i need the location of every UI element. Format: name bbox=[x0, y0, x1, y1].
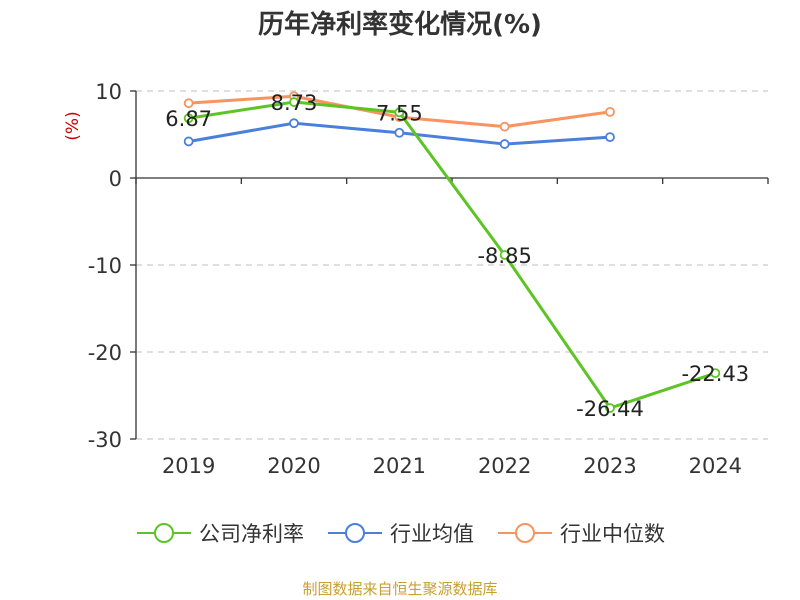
data-point bbox=[394, 107, 405, 118]
legend-label-industry-avg: 行业均值 bbox=[390, 522, 474, 546]
legend-item-company[interactable]: 公司净利率 bbox=[135, 518, 304, 548]
data-label: 8.73 bbox=[271, 91, 318, 115]
series-layer bbox=[183, 91, 721, 413]
data-point bbox=[605, 132, 615, 143]
legend-swatch-industry-avg bbox=[328, 523, 382, 543]
data-label: 7.55 bbox=[376, 101, 423, 125]
data-label: -8.85 bbox=[477, 244, 531, 268]
data-label: 6.87 bbox=[165, 107, 212, 131]
data-label-layer: 6.87 8.73 7.55 -8.85 -26.44 -22.43 bbox=[165, 91, 749, 421]
x-tick-label: 2020 bbox=[267, 454, 320, 478]
x-tick-label: 2023 bbox=[583, 454, 636, 478]
y-tick-label: 10 bbox=[95, 80, 122, 104]
y-axis-label: (%) bbox=[63, 111, 83, 140]
y-tick-label: -20 bbox=[88, 341, 122, 365]
data-point bbox=[289, 118, 299, 129]
data-point bbox=[183, 113, 194, 124]
series-line-0 bbox=[188, 100, 716, 410]
legend-label-company: 公司净利率 bbox=[199, 522, 304, 546]
x-tick-label: 2019 bbox=[162, 454, 215, 478]
legend: 公司净利率 行业均值 行业中位数 bbox=[0, 518, 800, 548]
axis-layer: 10 0 -10 -20 -30 2019 2020 2021 2022 2023 2024 (%) bbox=[63, 80, 769, 478]
data-point bbox=[183, 98, 194, 109]
legend-item-industry-avg[interactable]: 行业均值 bbox=[326, 518, 474, 548]
legend-swatch-company bbox=[137, 523, 191, 543]
x-tick-label: 2021 bbox=[373, 454, 426, 478]
legend-label-industry-median: 行业中位数 bbox=[560, 522, 665, 546]
data-point bbox=[394, 127, 405, 138]
data-label: -26.44 bbox=[576, 397, 644, 421]
y-tick-label: -10 bbox=[88, 254, 122, 278]
data-point bbox=[605, 403, 615, 413]
x-tick-label: 2024 bbox=[689, 454, 742, 478]
data-point bbox=[605, 106, 615, 117]
legend-item-industry-median[interactable]: 行业中位数 bbox=[496, 518, 665, 548]
y-tick-label: 0 bbox=[109, 167, 122, 191]
legend-swatch-industry-median bbox=[498, 523, 552, 543]
data-point bbox=[499, 250, 510, 260]
chart-title: 历年净利率变化情况(%) bbox=[258, 10, 542, 40]
x-tick-label: 2022 bbox=[478, 454, 531, 478]
source-note: 制图数据来自恒生聚源数据库 bbox=[302, 580, 498, 598]
data-point bbox=[710, 368, 721, 379]
data-point bbox=[289, 97, 299, 107]
data-point bbox=[183, 136, 194, 147]
data-point bbox=[499, 121, 510, 132]
y-tick-label: -30 bbox=[88, 428, 122, 452]
data-label: -22.43 bbox=[681, 362, 749, 386]
data-point bbox=[499, 139, 510, 149]
